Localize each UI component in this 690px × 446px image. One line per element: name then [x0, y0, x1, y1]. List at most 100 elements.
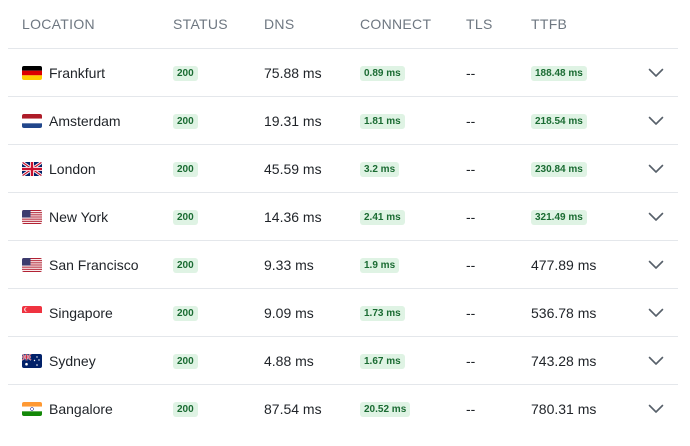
dns-value: 87.54 ms: [264, 401, 322, 417]
dns-value: 14.36 ms: [264, 209, 322, 225]
australia-flag-icon: [22, 354, 42, 368]
tls-value: --: [466, 209, 476, 225]
chevron-down-icon[interactable]: [646, 289, 666, 337]
status-cell: 200: [173, 289, 198, 337]
status-badge: 200: [173, 305, 198, 321]
location-name: New York: [49, 209, 109, 225]
location-name: Bangalore: [49, 401, 113, 417]
ttfb-cell: 477.89 ms: [531, 241, 596, 289]
ttfb-value: 477.89 ms: [531, 257, 597, 273]
chevron-down-icon[interactable]: [646, 49, 666, 97]
status-badge: 200: [173, 65, 198, 81]
tls-value: --: [466, 257, 476, 273]
connect-badge: 1.73 ms: [360, 305, 405, 321]
table-row[interactable]: London 200 45.59 ms 3.2 ms -- 230.84 ms: [8, 144, 678, 193]
tls-value: --: [466, 401, 476, 417]
tls-value: --: [466, 353, 476, 369]
singapore-flag-icon: [22, 306, 42, 320]
table-row[interactable]: Sydney 200 4.88 ms 1.67 ms -- 743.28 ms: [8, 336, 678, 385]
status-badge: 200: [173, 257, 198, 273]
table-row[interactable]: Frankfurt 200 75.88 ms 0.89 ms -- 188.48 ms: [8, 48, 678, 97]
table-row[interactable]: New York 200 14.36 ms 2.41 ms -- 321.49 ms: [8, 192, 678, 241]
column-header-dns: DNS: [264, 16, 295, 32]
tls-cell: --: [466, 289, 475, 337]
chevron-down-icon[interactable]: [646, 337, 666, 385]
connect-cell: 1.73 ms: [360, 289, 405, 337]
location-name: Sydney: [49, 353, 96, 369]
location-cell: Sydney: [22, 337, 96, 385]
status-cell: 200: [173, 49, 198, 97]
column-header-tls: TLS: [466, 16, 493, 32]
ttfb-cell: 218.54 ms: [531, 97, 587, 145]
dns-cell: 4.88 ms: [264, 337, 314, 385]
connect-badge: 3.2 ms: [360, 161, 400, 177]
ttfb-cell: 780.31 ms: [531, 385, 596, 433]
connect-cell: 3.2 ms: [360, 145, 400, 193]
ttfb-value: 188.48 ms: [531, 65, 587, 81]
tls-value: --: [466, 65, 476, 81]
ttfb-value: 218.54 ms: [531, 113, 587, 129]
dns-cell: 87.54 ms: [264, 385, 322, 433]
tls-value: --: [466, 161, 476, 177]
chevron-down-icon[interactable]: [646, 193, 666, 241]
connect-badge: 20.52 ms: [360, 401, 411, 417]
connect-badge: 0.89 ms: [360, 65, 405, 81]
location-cell: New York: [22, 193, 108, 241]
dns-cell: 45.59 ms: [264, 145, 322, 193]
uk-flag-icon: [22, 162, 42, 176]
tls-cell: --: [466, 97, 475, 145]
connect-cell: 1.81 ms: [360, 97, 405, 145]
location-cell: London: [22, 145, 96, 193]
connect-badge: 1.9 ms: [360, 257, 400, 273]
connect-badge: 2.41 ms: [360, 209, 405, 225]
table-row[interactable]: San Francisco 200 9.33 ms 1.9 ms -- 477.89 ms: [8, 240, 678, 289]
status-badge: 200: [173, 113, 198, 129]
dns-value: 45.59 ms: [264, 161, 322, 177]
location-name: Frankfurt: [49, 65, 106, 81]
status-cell: 200: [173, 145, 198, 193]
ttfb-value: 743.28 ms: [531, 353, 597, 369]
connect-badge: 1.67 ms: [360, 353, 405, 369]
connect-cell: 1.9 ms: [360, 241, 400, 289]
location-cell: Frankfurt: [22, 49, 105, 97]
ttfb-cell: 188.48 ms: [531, 49, 587, 97]
dns-cell: 9.09 ms: [264, 289, 314, 337]
connect-cell: 20.52 ms: [360, 385, 411, 433]
column-header-ttfb: TTFB: [531, 16, 568, 32]
location-name: Amsterdam: [49, 113, 121, 129]
status-cell: 200: [173, 97, 198, 145]
chevron-down-icon[interactable]: [646, 145, 666, 193]
status-cell: 200: [173, 193, 198, 241]
india-flag-icon: [22, 402, 42, 416]
table-row[interactable]: Bangalore 200 87.54 ms 20.52 ms -- 780.31 ms: [8, 384, 678, 433]
dns-cell: 75.88 ms: [264, 49, 322, 97]
status-badge: 200: [173, 209, 198, 225]
status-cell: 200: [173, 337, 198, 385]
chevron-down-icon[interactable]: [646, 97, 666, 145]
column-header-status: STATUS: [173, 16, 228, 32]
chevron-down-icon[interactable]: [646, 385, 666, 433]
table-row[interactable]: Singapore 200 9.09 ms 1.73 ms -- 536.78 ms: [8, 288, 678, 337]
connect-cell: 1.67 ms: [360, 337, 405, 385]
status-badge: 200: [173, 353, 198, 369]
column-header-connect: CONNECT: [360, 16, 432, 32]
connect-cell: 0.89 ms: [360, 49, 405, 97]
connect-cell: 2.41 ms: [360, 193, 405, 241]
dns-cell: 19.31 ms: [264, 97, 322, 145]
tls-value: --: [466, 305, 476, 321]
status-cell: 200: [173, 241, 198, 289]
table-header: LOCATION STATUS DNS CONNECT TLS TTFB: [0, 0, 690, 48]
tls-cell: --: [466, 193, 475, 241]
location-name: London: [49, 161, 96, 177]
germany-flag-icon: [22, 66, 42, 80]
ttfb-value: 230.84 ms: [531, 161, 587, 177]
tls-cell: --: [466, 337, 475, 385]
dns-value: 9.09 ms: [264, 305, 314, 321]
ttfb-cell: 536.78 ms: [531, 289, 596, 337]
chevron-down-icon[interactable]: [646, 241, 666, 289]
tls-cell: --: [466, 145, 475, 193]
dns-value: 19.31 ms: [264, 113, 322, 129]
table-row[interactable]: Amsterdam 200 19.31 ms 1.81 ms -- 218.54 ms: [8, 96, 678, 145]
status-badge: 200: [173, 401, 198, 417]
